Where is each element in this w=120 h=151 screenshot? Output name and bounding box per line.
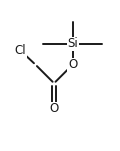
Text: O: O	[68, 58, 77, 71]
Text: Cl: Cl	[15, 44, 26, 57]
Text: O: O	[49, 102, 59, 115]
Text: Si: Si	[67, 37, 78, 50]
